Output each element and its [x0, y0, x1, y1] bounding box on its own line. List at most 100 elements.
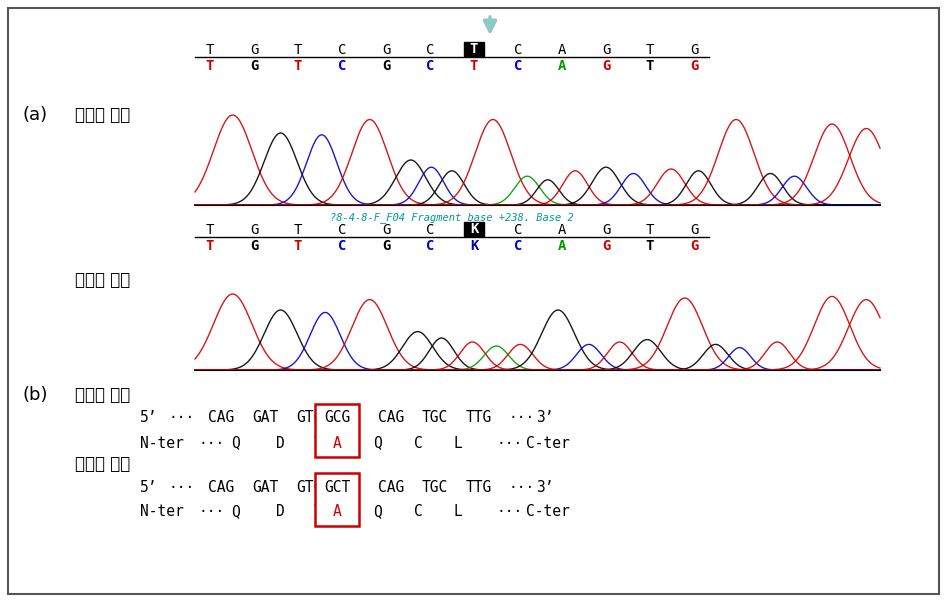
Text: Q: Q	[232, 435, 241, 450]
Text: A: A	[332, 435, 341, 450]
Text: G: G	[250, 59, 259, 73]
Text: (a): (a)	[22, 106, 47, 124]
Text: 흑모색 피부: 흑모색 피부	[75, 386, 131, 404]
Text: T: T	[294, 223, 302, 237]
Text: A: A	[558, 59, 566, 73]
Text: 5’: 5’	[140, 411, 157, 426]
Text: G: G	[689, 43, 698, 57]
Text: ?8-4-8-F_F04 Fragment base +238. Base 2: ?8-4-8-F_F04 Fragment base +238. Base 2	[330, 213, 574, 223]
Text: T: T	[205, 43, 214, 57]
Text: GCG: GCG	[324, 411, 350, 426]
Text: L: L	[454, 504, 462, 520]
Text: T: T	[470, 43, 478, 57]
Text: G: G	[382, 239, 390, 253]
Text: TTG: TTG	[466, 411, 492, 426]
Text: D: D	[276, 504, 284, 520]
Text: K: K	[470, 222, 478, 236]
Text: 3’: 3’	[536, 411, 553, 426]
Text: C: C	[338, 43, 347, 57]
Text: T: T	[646, 59, 654, 73]
Text: CAG: CAG	[378, 411, 404, 426]
Bar	[464, 222, 484, 236]
Text: C: C	[414, 435, 422, 450]
Text: C: C	[338, 239, 347, 253]
Text: T: T	[470, 59, 478, 73]
Text: A: A	[332, 504, 341, 520]
Text: GAT: GAT	[252, 411, 278, 426]
Text: G: G	[601, 223, 610, 237]
Text: C: C	[426, 239, 434, 253]
Text: T: T	[294, 59, 302, 73]
Text: N-ter: N-ter	[140, 435, 184, 450]
Text: G: G	[601, 59, 610, 73]
Text: Q: Q	[232, 504, 241, 520]
Text: V: V	[313, 435, 322, 450]
Text: C-ter: C-ter	[526, 435, 570, 450]
Text: G: G	[250, 239, 259, 253]
Text: GCT: GCT	[324, 480, 350, 494]
Text: L: L	[454, 435, 462, 450]
Text: N-ter: N-ter	[140, 504, 184, 520]
Text: A: A	[558, 239, 566, 253]
Text: C: C	[338, 223, 347, 237]
Text: ···: ···	[496, 435, 522, 450]
Text: V: V	[313, 504, 322, 520]
Text: T: T	[294, 43, 302, 57]
Text: Q: Q	[374, 435, 383, 450]
Text: A: A	[558, 223, 566, 237]
Text: GTC: GTC	[296, 480, 322, 494]
Text: C: C	[514, 59, 522, 73]
Bar	[315, 404, 359, 457]
Text: ···: ···	[496, 504, 522, 520]
Text: D: D	[276, 435, 284, 450]
Text: C: C	[414, 504, 422, 520]
Text: G: G	[382, 223, 390, 237]
Text: C: C	[426, 223, 434, 237]
Text: C: C	[426, 43, 434, 57]
Text: ···: ···	[508, 411, 534, 426]
Text: C-ter: C-ter	[526, 504, 570, 520]
Bar	[315, 473, 359, 526]
Text: C: C	[426, 59, 434, 73]
Text: T: T	[205, 223, 214, 237]
Text: G: G	[382, 43, 390, 57]
Text: T: T	[470, 42, 478, 56]
Text: C: C	[338, 59, 347, 73]
Text: G: G	[601, 239, 610, 253]
Text: TGC: TGC	[422, 480, 448, 494]
Text: G: G	[382, 59, 390, 73]
Text: ···: ···	[168, 411, 194, 426]
Text: G: G	[601, 43, 610, 57]
Text: (b): (b)	[22, 386, 47, 404]
Text: ···: ···	[198, 435, 224, 450]
Text: K: K	[470, 239, 478, 253]
Text: 이모색 피부: 이모색 피부	[75, 455, 131, 473]
Text: GTC: GTC	[296, 411, 322, 426]
Text: T: T	[205, 239, 214, 253]
Text: T: T	[646, 43, 654, 57]
Bar	[464, 42, 484, 56]
Text: GCT: GCT	[324, 480, 350, 494]
Text: T: T	[646, 223, 654, 237]
Text: GAT: GAT	[252, 480, 278, 494]
Text: A: A	[332, 435, 341, 450]
Text: C: C	[514, 223, 522, 237]
Text: ···: ···	[508, 480, 534, 494]
Text: CAG: CAG	[378, 480, 404, 494]
Text: G: G	[689, 223, 698, 237]
Text: TGC: TGC	[422, 411, 448, 426]
Text: 5’: 5’	[140, 480, 157, 494]
Text: T: T	[294, 239, 302, 253]
Text: Q: Q	[374, 504, 383, 520]
Text: T: T	[205, 59, 214, 73]
Text: 이모색 피부: 이모색 피부	[75, 106, 131, 124]
Text: GCG: GCG	[324, 411, 350, 426]
Text: CAG: CAG	[208, 411, 234, 426]
Text: C: C	[514, 43, 522, 57]
Text: G: G	[250, 43, 259, 57]
Text: G: G	[250, 223, 259, 237]
Text: G: G	[689, 59, 698, 73]
Text: T: T	[646, 239, 654, 253]
Text: TTG: TTG	[466, 480, 492, 494]
Text: 3’: 3’	[536, 480, 553, 494]
